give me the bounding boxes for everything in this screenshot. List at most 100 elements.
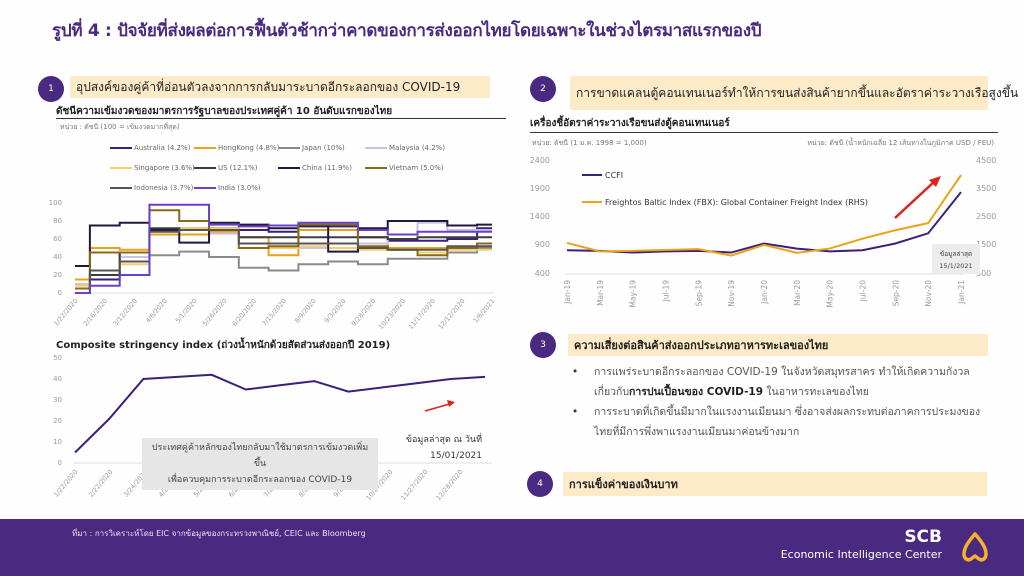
svg-text:40: 40 — [53, 253, 62, 261]
source-note: ที่มา : การวิเคราะห์โดย EIC จากข้อมูลของ… — [72, 529, 366, 538]
svg-text:0: 0 — [58, 289, 62, 297]
chart2-note: ข้อมูลล่าสุด ณ วันที่ 15/01/2021 — [405, 435, 482, 461]
section-1-heading: อุปสงค์ของคู่ค้าที่อ่อนตัวลงจากการกลับมา… — [70, 76, 490, 98]
svg-text:1500: 1500 — [976, 240, 996, 249]
svg-text:Jul-19: Jul-19 — [662, 280, 671, 303]
svg-text:60: 60 — [53, 235, 62, 243]
svg-text:2/16/2020: 2/16/2020 — [82, 297, 110, 328]
brand-name: SCB — [904, 527, 942, 547]
chart3-note-line1: ข้อมูลล่าสุด — [940, 250, 972, 258]
svg-text:12/12/2020: 12/12/2020 — [437, 297, 467, 330]
svg-text:9/3/2020: 9/3/2020 — [323, 297, 348, 325]
svg-text:7/15/2020: 7/15/2020 — [260, 297, 288, 328]
svg-text:Mar-19: Mar-19 — [596, 280, 605, 306]
legend-indonesia: Indonesia (3.7%) — [134, 184, 194, 192]
series-line — [75, 229, 492, 294]
chart2-subtitle: Composite stringency index (ถ่วงน้ำหนักด… — [56, 340, 391, 351]
legend-malaysia: Malaysia (4.2%) — [389, 144, 446, 152]
svg-text:5/26/2020: 5/26/2020 — [201, 297, 229, 328]
svg-text:10: 10 — [53, 438, 62, 446]
legend-fbx: Freightos Baltic Index (FBX): Global Con… — [605, 198, 868, 207]
section-4-badge: 4 — [527, 471, 553, 497]
svg-text:1400: 1400 — [530, 212, 550, 221]
legend-hongkong: HongKong (4.8%) — [218, 144, 280, 152]
svg-text:80: 80 — [53, 217, 62, 225]
svg-text:1/6/2021: 1/6/2021 — [472, 297, 497, 325]
svg-text:Jan-19: Jan-19 — [563, 280, 572, 305]
legend-india: India (3.0%) — [218, 184, 261, 192]
svg-text:Jul-20: Jul-20 — [859, 280, 868, 303]
svg-text:Sep-20: Sep-20 — [891, 280, 900, 307]
svg-text:8/9/2020: 8/9/2020 — [293, 297, 318, 325]
svg-text:5/1/2020: 5/1/2020 — [174, 297, 199, 325]
slide-title: รูปที่ 4 : ปัจจัยที่ส่งผลต่อการฟื้นตัวช้… — [52, 21, 762, 41]
svg-text:4500: 4500 — [976, 156, 996, 165]
svg-text:400: 400 — [535, 269, 550, 278]
chart1-y-axis: 100 80 60 40 20 0 — [49, 199, 62, 297]
legend-japan: Japan (10%) — [302, 144, 345, 152]
series-line — [566, 191, 962, 254]
svg-text:2500: 2500 — [976, 212, 996, 221]
legend-ccfi: CCFI — [605, 171, 623, 180]
svg-text:May-19: May-19 — [629, 280, 638, 308]
svg-text:50: 50 — [53, 354, 62, 362]
section-3-heading: ความเสี่ยงต่อสินค้าส่งออกประเภทอาหารทะเล… — [568, 334, 988, 356]
series-line — [75, 247, 492, 290]
svg-text:2/22/2020: 2/22/2020 — [87, 468, 115, 499]
legend-australia: Australia (4.2%) — [134, 144, 191, 152]
legend-us: US (12.1%) — [218, 164, 258, 172]
series-line — [75, 220, 492, 267]
svg-text:30: 30 — [53, 396, 62, 404]
chart2-callout: ประเทศคู่ค้าหลักของไทยกลับมาใช้มาตรการเข… — [142, 438, 378, 490]
chart3-plot: 2400 1900 1400 900 400 4500 3500 2500 1500 500… — [530, 156, 997, 308]
section-3-bullets: การแพร่ระบาดอีกระลอกของ COVID-19 ในจังหว… — [568, 362, 988, 442]
chart3-unit-left: หน่วย: ดัชนี (1 ม.ค. 1998 = 1,000) — [532, 139, 647, 147]
svg-text:May-20: May-20 — [826, 280, 835, 308]
brand-subtitle: Economic Intelligence Center — [780, 548, 942, 561]
svg-text:900: 900 — [535, 240, 550, 249]
svg-text:2400: 2400 — [530, 156, 550, 165]
chart3-note-line2: 15/1/2021 — [939, 262, 972, 270]
svg-text:20: 20 — [53, 271, 62, 279]
chart1-rule — [56, 118, 506, 119]
section-3-badge: 3 — [530, 332, 556, 358]
svg-text:500: 500 — [976, 269, 991, 278]
svg-text:20: 20 — [53, 417, 62, 425]
svg-text:1/22/2020: 1/22/2020 — [52, 297, 80, 328]
chart3-unit-right: หน่วย: ดัชนี (น้ำหนักเฉลี่ย 12 เส้นทางใน… — [807, 139, 994, 147]
svg-text:11/17/2020: 11/17/2020 — [407, 297, 437, 330]
section-1-badge: 1 — [38, 76, 64, 102]
legend-vietnam: Vietnam (5.0%) — [389, 164, 444, 172]
svg-text:3500: 3500 — [976, 184, 996, 193]
chart1-plot: 100 80 60 40 20 0 1/22/2020 2/16/2020 3/12/202… — [49, 199, 497, 330]
svg-text:11/27/2020: 11/27/2020 — [399, 468, 429, 502]
svg-text:1/22/2020: 1/22/2020 — [52, 468, 80, 499]
svg-text:12/28/2020: 12/28/2020 — [434, 468, 464, 502]
bullet-item: การระบาดที่เกิดขึ้นมีมากในแรงงานเมียนมา … — [568, 402, 988, 442]
series-line — [75, 203, 492, 294]
legend-china: China (11.9%) — [302, 164, 352, 172]
chart1-subtitle: ดัชนีความเข้มงวดของมาตรการรัฐบาลของประเท… — [56, 106, 393, 117]
bullet-item: การแพร่ระบาดอีกระลอกของ COVID-19 ในจังหว… — [568, 362, 988, 402]
chart3-rule — [530, 132, 998, 133]
footer: ที่มา : การวิเคราะห์โดย EIC จากข้อมูลของ… — [0, 519, 1024, 576]
section-4-heading: การแข็งค่าของเงินบาท — [563, 472, 987, 496]
svg-text:Sep-19: Sep-19 — [694, 280, 703, 307]
section-2-badge: 2 — [530, 76, 556, 102]
svg-text:40: 40 — [53, 375, 62, 383]
trend-arrow-icon — [894, 180, 936, 219]
svg-text:0: 0 — [58, 459, 62, 467]
svg-text:6/20/2020: 6/20/2020 — [231, 297, 259, 328]
chart1-unit: หน่วย : ดัชนี (100 = เข้มงวดมากที่สุด) — [60, 123, 180, 131]
chart3-subtitle: เครื่องชี้อัตราค่าระวางเรือขนส่งตู้คอนเท… — [530, 118, 730, 129]
svg-text:10/23/2020: 10/23/2020 — [377, 297, 407, 330]
svg-text:Mar-20: Mar-20 — [793, 280, 802, 306]
svg-text:3/12/2020: 3/12/2020 — [112, 297, 140, 328]
section-2-heading: การขาดแคลนตู้คอนเทนเนอร์ทำให้การขนส่งสิน… — [570, 76, 1018, 110]
svg-text:Nov-19: Nov-19 — [727, 280, 736, 307]
series-line — [566, 174, 962, 257]
svg-text:Jan-20: Jan-20 — [760, 280, 769, 305]
svg-text:Nov-20: Nov-20 — [924, 280, 933, 307]
legend-singapore: Singapore (3.6%) — [134, 164, 195, 172]
svg-text:Jan-21: Jan-21 — [957, 280, 966, 305]
